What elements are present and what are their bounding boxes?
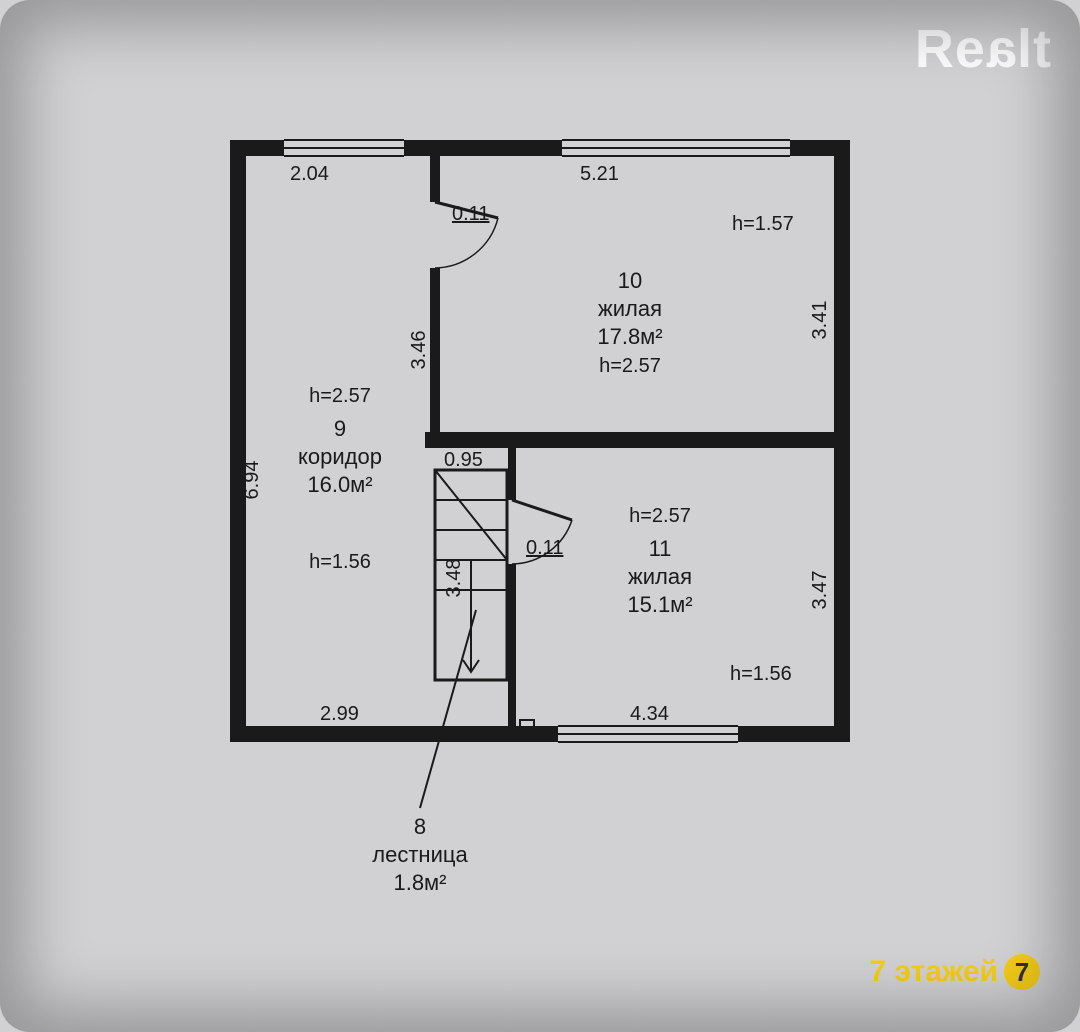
- dim-341: 3.41: [809, 301, 831, 340]
- room11-name: жилая: [628, 564, 692, 589]
- room11-h: h=2.57: [629, 505, 691, 527]
- window-top-left: [284, 140, 404, 156]
- room8-area: 1.8м²: [393, 870, 446, 895]
- window-bottom: [558, 726, 738, 742]
- room10-area: 17.8м²: [597, 324, 662, 349]
- room9-h: h=2.57: [309, 385, 371, 407]
- dim-door-top: 0.11: [452, 203, 489, 225]
- dim-694: 6.94: [241, 461, 263, 500]
- floorplan: 2.04 5.21 0.11 h=1.57 3.46 3.41 10 жилая…: [230, 140, 850, 780]
- room11-area: 15.1м²: [627, 592, 692, 617]
- h-room10-edge: h=1.57: [732, 213, 794, 235]
- room10-h: h=2.57: [599, 355, 661, 377]
- callout-line-stair: [420, 610, 476, 808]
- watermark-7etazhei-text: 7 этажей: [869, 955, 998, 989]
- room11-num: 11: [649, 536, 672, 561]
- room10-num: 10: [618, 268, 642, 293]
- room9-h-low: h=1.56: [309, 551, 371, 573]
- watermark-7etazhei-badge: 7: [1004, 954, 1040, 990]
- dim-095: 0.95: [444, 449, 483, 471]
- room11-h-low: h=1.56: [730, 663, 792, 685]
- room9-num: 9: [334, 416, 346, 441]
- dim-bot-left: 2.99: [320, 703, 359, 725]
- room8-num: 8: [414, 814, 426, 839]
- room10-name: жилая: [598, 296, 662, 321]
- dim-bot-right: 4.34: [630, 703, 669, 725]
- dim-347: 3.47: [809, 571, 831, 610]
- floorplan-svg: 2.04 5.21 0.11 h=1.57 3.46 3.41 10 жилая…: [230, 140, 850, 780]
- watermark-7etazhei: 7 этажей 7: [869, 954, 1040, 990]
- dim-door-bot: 0.11: [526, 537, 563, 559]
- dim-top-right: 5.21: [580, 163, 619, 185]
- watermark-realt: Realt: [915, 18, 1052, 80]
- dim-348: 3.48: [443, 559, 465, 598]
- room8-name: лестница: [372, 842, 468, 867]
- watermark-realt-text: Realt: [915, 19, 1052, 79]
- room9-area: 16.0м²: [307, 472, 372, 497]
- window-top-right: [562, 140, 790, 156]
- dim-346: 3.46: [408, 331, 430, 370]
- dim-top-left: 2.04: [290, 163, 329, 185]
- room9-name: коридор: [298, 444, 382, 469]
